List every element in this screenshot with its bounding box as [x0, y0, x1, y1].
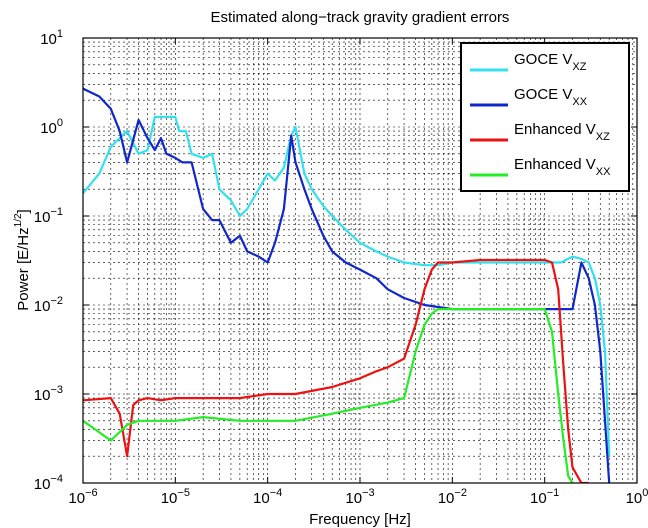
x-tick-label: 10−1 — [530, 487, 559, 507]
ticks: 10−6 10−5 10−4 10−3 10−2 10−1 10010−410−310−21… — [34, 28, 648, 507]
x-tick-label: 10−4 — [253, 487, 282, 507]
x-tick-label: 10−3 — [345, 487, 374, 507]
y-axis-label-sup: 1/2 — [13, 213, 24, 227]
y-tick-label: 10−2 — [34, 295, 63, 315]
y-tick-exp: 0 — [57, 117, 63, 129]
y-tick-exp: 1 — [57, 28, 63, 40]
y-tick-base: 10 — [34, 387, 51, 404]
y-tick-exp: −3 — [50, 384, 63, 396]
x-tick-label: 100 — [626, 487, 648, 507]
series-layer — [83, 87, 611, 483]
y-tick-label: 100 — [40, 117, 63, 137]
series-line-0 — [83, 115, 611, 457]
x-tick-base: 10 — [253, 490, 270, 507]
x-axis-label: Frequency [Hz] — [309, 511, 411, 528]
series-line-2 — [83, 258, 589, 483]
legend-label-3: Enhanced VXX — [514, 156, 611, 178]
legend-label-main: GOCE V — [514, 86, 572, 103]
y-axis-label-close: ] — [15, 209, 32, 213]
x-tick-exp: −4 — [270, 487, 283, 499]
y-axis-label-main: Power [E/Hz — [15, 227, 32, 310]
x-tick-exp: −2 — [454, 487, 467, 499]
x-tick-exp: −6 — [85, 487, 98, 499]
x-tick-exp: −5 — [177, 487, 190, 499]
legend-label-sub: XZ — [572, 61, 586, 73]
y-tick-label: 10−1 — [34, 206, 63, 226]
legend-label-sub: XZ — [596, 131, 610, 143]
x-tick-exp: −3 — [362, 487, 375, 499]
series-line-3 — [83, 308, 574, 483]
x-tick-base: 10 — [161, 490, 178, 507]
y-tick-exp: −1 — [50, 206, 63, 218]
x-tick-label: 10−5 — [161, 487, 190, 507]
x-tick-base: 10 — [530, 490, 547, 507]
y-tick-label: 10−3 — [34, 384, 63, 404]
x-tick-label: 10−2 — [438, 487, 467, 507]
x-tick-exp: −1 — [547, 487, 560, 499]
legend-box — [460, 42, 630, 192]
legend-label-1: GOCE VXX — [514, 86, 588, 108]
legend-label-main: Enhanced V — [514, 121, 596, 138]
y-tick-base: 10 — [34, 209, 51, 226]
x-tick-exp: 0 — [642, 487, 648, 499]
legend-label-sub: XX — [572, 96, 587, 108]
x-tick-base: 10 — [345, 490, 362, 507]
legend-label-main: Enhanced V — [514, 156, 596, 173]
y-tick-label: 10−4 — [34, 473, 63, 493]
series-line-1 — [83, 87, 611, 483]
legend-label-main: GOCE V — [514, 51, 572, 68]
x-tick-base: 10 — [626, 490, 643, 507]
legend-label-2: Enhanced VXZ — [514, 121, 610, 143]
x-tick-base: 10 — [438, 490, 455, 507]
y-tick-base: 10 — [40, 31, 57, 48]
y-tick-exp: −4 — [50, 473, 63, 485]
y-tick-exp: −2 — [50, 295, 63, 307]
y-tick-base: 10 — [34, 298, 51, 315]
legend-label-0: GOCE VXZ — [514, 51, 587, 73]
y-tick-base: 10 — [40, 120, 57, 137]
y-tick-base: 10 — [34, 476, 51, 493]
x-tick-label: 10−6 — [68, 487, 97, 507]
x-tick-base: 10 — [68, 490, 85, 507]
y-axis-label: Power [E/Hz1/2] — [13, 209, 32, 310]
chart-title: Estimated along−track gravity gradient e… — [211, 9, 510, 26]
y-tick-label: 101 — [40, 28, 63, 48]
legend-label-sub: XX — [596, 166, 611, 178]
